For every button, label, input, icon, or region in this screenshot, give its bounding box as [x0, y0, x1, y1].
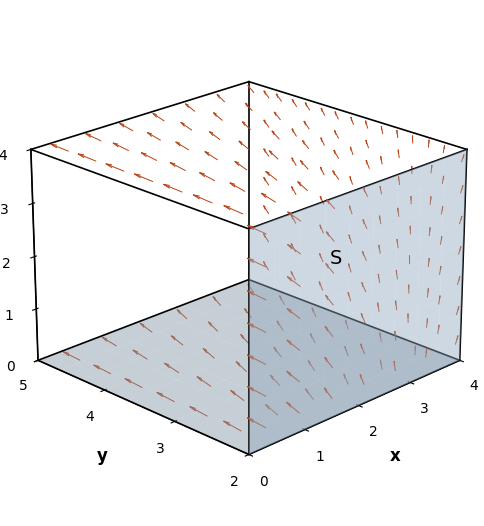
X-axis label: x: x — [390, 447, 400, 465]
Y-axis label: y: y — [96, 447, 107, 465]
